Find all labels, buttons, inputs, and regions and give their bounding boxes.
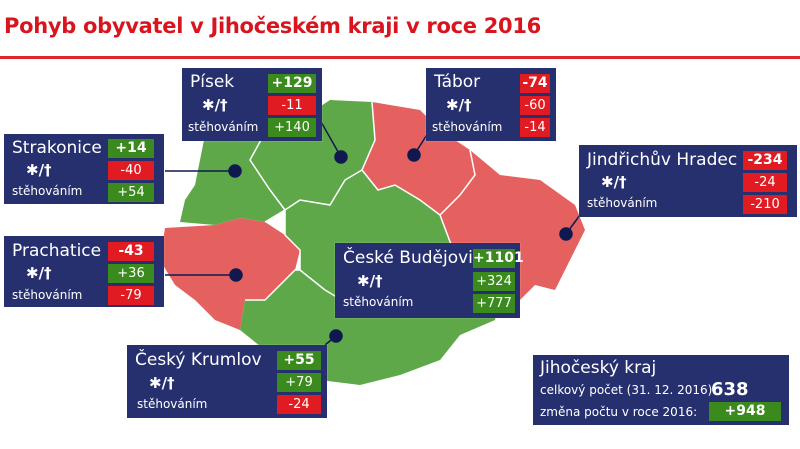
total-change-badge: -74 bbox=[520, 74, 550, 93]
natural-change-badge: +36 bbox=[108, 264, 154, 283]
migration-change-badge: -24 bbox=[277, 395, 321, 414]
district-card-cesky-krumlov: Český Krumlov ✱/† stěhováním +55 +79 -24 bbox=[127, 345, 327, 418]
migration-label: stěhováním bbox=[343, 295, 414, 309]
births-deaths-icon: ✱/† bbox=[202, 96, 228, 114]
births-deaths-icon: ✱/† bbox=[149, 374, 175, 392]
district-name: Strakonice bbox=[12, 138, 102, 158]
district-card-strakonice: Strakonice ✱/† stěhováním +14 -40 +54 bbox=[4, 134, 164, 204]
population-change-label: změna počtu v roce 2016: bbox=[540, 405, 698, 419]
migration-label: stěhováním bbox=[188, 120, 259, 134]
natural-change-badge: -11 bbox=[268, 96, 316, 115]
district-name: Český Krumlov bbox=[135, 350, 262, 370]
migration-label: stěhováním bbox=[12, 288, 83, 302]
total-change-badge: +55 bbox=[277, 351, 321, 370]
district-name: Písek bbox=[190, 72, 235, 92]
total-change-badge: +129 bbox=[268, 74, 316, 93]
total-population-label: celkový počet (31. 12. 2016): bbox=[540, 383, 717, 397]
district-card-jindrichuv-hradec: Jindřichův Hradec ✱/† stěhováním -234 -2… bbox=[579, 145, 797, 217]
natural-change-badge: -60 bbox=[520, 96, 550, 115]
district-card-tabor: Tábor ✱/† stěhováním -74 -60 -14 bbox=[426, 68, 556, 141]
births-deaths-icon: ✱/† bbox=[26, 161, 52, 179]
region-name: Jihočeský kraj bbox=[540, 358, 657, 378]
births-deaths-icon: ✱/† bbox=[601, 173, 627, 191]
district-card-pisek: Písek ✱/† stěhováním +129 -11 +140 bbox=[182, 68, 322, 141]
district-name: Tábor bbox=[434, 72, 481, 92]
district-card-ceske-budejovice: České Budějovice ✱/† stěhováním +1101 +3… bbox=[335, 243, 524, 318]
migration-change-badge: +54 bbox=[108, 183, 154, 202]
migration-label: stěhováním bbox=[137, 397, 208, 411]
district-name: Prachatice bbox=[12, 241, 102, 261]
migration-label: stěhováním bbox=[587, 196, 658, 210]
births-deaths-icon: ✱/† bbox=[446, 96, 472, 114]
total-change-badge: -43 bbox=[108, 242, 154, 261]
total-change-badge: +1101 bbox=[473, 249, 524, 268]
page-title: Pohyb obyvatel v Jihočeském kraji v roce… bbox=[4, 14, 541, 38]
migration-label: stěhováním bbox=[432, 120, 503, 134]
natural-change-badge: -24 bbox=[743, 173, 787, 192]
migration-change-badge: -210 bbox=[743, 195, 787, 214]
district-card-prachatice: Prachatice ✱/† stěhováním -43 +36 -79 bbox=[4, 236, 164, 307]
migration-change-badge: -79 bbox=[108, 286, 154, 305]
migration-change-badge: -14 bbox=[520, 118, 550, 137]
births-deaths-icon: ✱/† bbox=[357, 272, 383, 290]
region-summary-card: Jihočeský kraj celkový počet (31. 12. 20… bbox=[533, 355, 789, 425]
births-deaths-icon: ✱/† bbox=[26, 264, 52, 282]
total-change-badge: +14 bbox=[108, 139, 154, 158]
natural-change-badge: +324 bbox=[473, 272, 515, 291]
total-change-badge: -234 bbox=[743, 151, 787, 170]
district-name: České Budějovice bbox=[343, 248, 493, 268]
district-name: Jindřichův Hradec bbox=[587, 150, 738, 170]
natural-change-badge: +79 bbox=[277, 373, 321, 392]
migration-label: stěhováním bbox=[12, 184, 83, 198]
population-change-badge: +948 bbox=[709, 402, 781, 421]
migration-change-badge: +777 bbox=[473, 294, 515, 313]
natural-change-badge: -40 bbox=[108, 161, 154, 180]
migration-change-badge: +140 bbox=[268, 118, 316, 137]
title-divider bbox=[0, 56, 800, 59]
